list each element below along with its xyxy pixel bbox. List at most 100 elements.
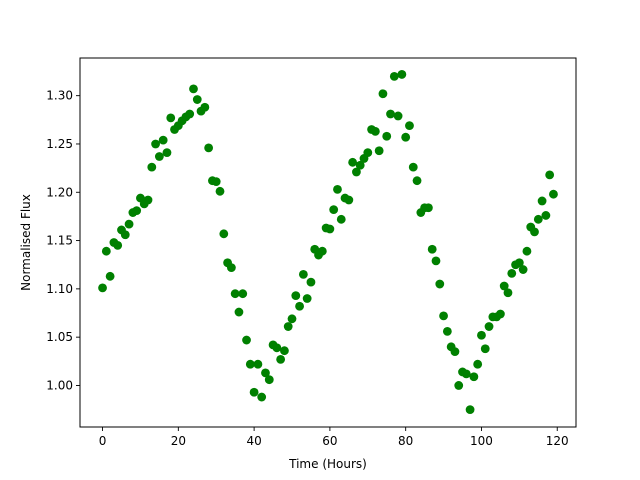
data-point — [113, 241, 123, 250]
data-point — [249, 387, 259, 397]
data-point — [298, 269, 308, 279]
y-tick-label: 1.20 — [46, 185, 73, 199]
data-point — [465, 405, 475, 415]
data-point — [124, 219, 134, 229]
data-point — [541, 211, 551, 220]
y-tick-label: 1.30 — [46, 89, 73, 103]
data-point — [185, 109, 195, 119]
data-point — [503, 288, 513, 298]
data-point — [306, 277, 316, 287]
data-point — [522, 246, 532, 256]
data-point — [162, 148, 172, 158]
data-point — [355, 160, 365, 170]
data-point — [242, 335, 251, 345]
data-point — [98, 283, 107, 293]
data-point — [219, 229, 229, 239]
data-point — [234, 307, 244, 317]
data-point — [389, 71, 399, 81]
data-point — [230, 289, 240, 299]
x-tick-label: 40 — [246, 434, 261, 448]
data-point — [154, 152, 164, 161]
x-tick-label: 100 — [470, 434, 493, 448]
data-point — [499, 281, 509, 291]
data-point — [287, 314, 297, 324]
data-point — [333, 184, 342, 194]
data-point — [473, 359, 483, 369]
data-point — [283, 322, 293, 331]
data-point — [158, 135, 168, 145]
data-point — [450, 347, 460, 357]
data-point — [189, 84, 198, 94]
data-point — [424, 203, 433, 213]
data-point — [370, 127, 380, 136]
data-point — [496, 309, 505, 319]
x-tick-label: 80 — [398, 434, 413, 448]
data-point — [336, 214, 346, 224]
data-point — [480, 344, 490, 354]
data-point — [192, 95, 202, 104]
data-point — [245, 359, 255, 369]
data-point — [442, 326, 452, 336]
y-tick-label: 1.25 — [46, 137, 73, 151]
data-point — [484, 322, 494, 331]
data-point — [261, 368, 270, 378]
data-point — [120, 230, 130, 240]
data-point — [408, 162, 418, 172]
data-point — [412, 176, 422, 186]
data-point — [348, 157, 358, 167]
plot-frame — [79, 57, 577, 428]
data-point — [352, 167, 361, 177]
data-point — [514, 258, 524, 268]
data-point — [329, 205, 339, 215]
y-axis-ticks: 1.00 1.05 1.10 1.15 1.20 1.25 1.30 — [46, 89, 80, 392]
data-point — [374, 146, 384, 156]
data-point — [276, 354, 286, 364]
data-point — [469, 372, 479, 382]
data-point — [280, 346, 289, 356]
data-point — [295, 301, 304, 311]
data-point — [549, 189, 558, 199]
data-point — [166, 113, 176, 123]
data-point — [215, 186, 225, 196]
data-point — [211, 177, 221, 187]
y-tick-label: 1.15 — [46, 234, 73, 248]
data-point — [461, 369, 471, 379]
y-axis-label: Normalised Flux — [19, 194, 33, 291]
data-point — [105, 271, 115, 281]
x-tick-label: 20 — [171, 434, 186, 448]
data-point — [238, 289, 248, 299]
x-tick-label: 0 — [99, 434, 107, 448]
data-point — [530, 227, 539, 237]
data-point — [533, 214, 543, 224]
data-point — [204, 143, 214, 153]
data-point — [151, 139, 160, 149]
data-point — [200, 102, 210, 112]
data-point — [291, 291, 301, 301]
y-tick-label: 1.00 — [46, 378, 73, 392]
data-point — [257, 392, 267, 402]
data-point — [226, 263, 236, 273]
data-point — [317, 246, 327, 256]
y-tick-label: 1.10 — [46, 282, 73, 296]
data-point — [132, 206, 142, 216]
data-point — [302, 294, 312, 303]
data-point — [545, 170, 555, 180]
data-point — [477, 330, 486, 340]
data-point — [344, 195, 354, 205]
data-point — [518, 265, 528, 274]
x-axis-ticks: 0 20 40 60 80 100 120 — [99, 427, 569, 448]
data-point — [507, 269, 517, 278]
data-point — [253, 359, 263, 369]
data-point — [363, 148, 373, 158]
data-points — [98, 70, 558, 415]
data-point — [325, 224, 335, 234]
data-point — [393, 111, 403, 121]
data-point — [439, 311, 448, 321]
data-point — [431, 256, 441, 266]
data-point — [405, 121, 414, 131]
data-point — [101, 246, 111, 256]
y-tick-label: 1.05 — [46, 330, 73, 344]
data-point — [427, 244, 437, 254]
data-point — [454, 381, 464, 390]
